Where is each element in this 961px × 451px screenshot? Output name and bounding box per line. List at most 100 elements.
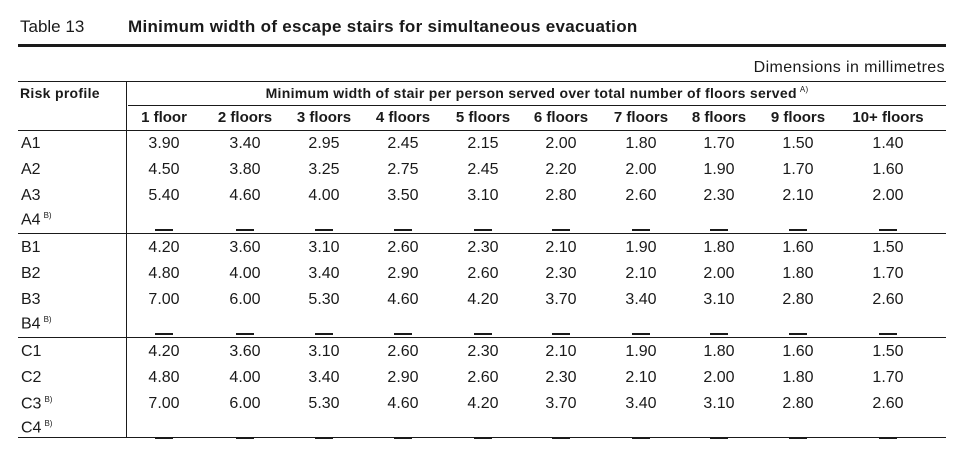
table-cell: 2.60 bbox=[467, 369, 499, 386]
table-cell: 3.10 bbox=[308, 239, 340, 256]
table-cell: 2.00 bbox=[703, 369, 735, 386]
row-label-text: C4 bbox=[21, 419, 42, 437]
table-cell: 3.40 bbox=[229, 135, 261, 152]
table-cell: 3.90 bbox=[148, 135, 180, 152]
column-header: 3 floors bbox=[296, 109, 352, 126]
row-label-text: A4 bbox=[21, 211, 41, 229]
table-cell: 2.00 bbox=[625, 161, 657, 178]
row-label: C4 B) bbox=[21, 419, 52, 437]
table-cell: 2.00 bbox=[545, 135, 577, 152]
dash-cell bbox=[552, 333, 570, 335]
table-title: Minimum width of escape stairs for simul… bbox=[128, 17, 638, 36]
table-cell: 2.80 bbox=[782, 291, 814, 308]
dash-cell bbox=[552, 437, 570, 439]
dash-cell bbox=[394, 333, 412, 335]
table-cell: 1.40 bbox=[872, 135, 904, 152]
table-cell: 4.80 bbox=[148, 369, 180, 386]
table-cell: 4.20 bbox=[148, 239, 180, 256]
table-cell: 1.60 bbox=[872, 161, 904, 178]
dash-cell bbox=[789, 229, 807, 231]
table-cell: 4.00 bbox=[229, 265, 261, 282]
dash-cell bbox=[710, 437, 728, 439]
dash-cell bbox=[789, 437, 807, 439]
column-header: 2 floors bbox=[217, 109, 273, 126]
table-cell: 7.00 bbox=[148, 395, 180, 412]
dash-cell bbox=[394, 437, 412, 439]
table-cell: 7.00 bbox=[148, 291, 180, 308]
table-cell: 2.15 bbox=[467, 135, 499, 152]
table-cell: 3.10 bbox=[467, 187, 499, 204]
row-label-text: A3 bbox=[21, 187, 41, 204]
table-cell: 2.30 bbox=[703, 187, 735, 204]
table-cell: 1.70 bbox=[782, 161, 814, 178]
risk-column-divider bbox=[126, 81, 127, 437]
dash-cell bbox=[879, 229, 897, 231]
table-cell: 2.10 bbox=[782, 187, 814, 204]
table-cell: 4.60 bbox=[229, 187, 261, 204]
row-label-text: B1 bbox=[21, 239, 41, 256]
table-cell: 2.30 bbox=[467, 343, 499, 360]
dash-cell bbox=[155, 333, 173, 335]
table-cell: 1.50 bbox=[872, 343, 904, 360]
table-cell: 2.95 bbox=[308, 135, 340, 152]
dash-cell bbox=[552, 229, 570, 231]
table-cell: 2.90 bbox=[387, 265, 419, 282]
row-label: C2 bbox=[21, 369, 41, 387]
table-cell: 4.00 bbox=[229, 369, 261, 386]
row-label-text: A1 bbox=[21, 135, 41, 152]
row-label-text: B3 bbox=[21, 291, 41, 308]
caption-rule bbox=[18, 44, 946, 47]
row-footnote-ref: B) bbox=[43, 315, 52, 324]
header-mid-rule bbox=[128, 105, 946, 106]
table-cell: 4.60 bbox=[387, 291, 419, 308]
column-header: 9 floors bbox=[770, 109, 826, 126]
table-cell: 5.30 bbox=[308, 291, 340, 308]
table-number: Table 13 bbox=[20, 17, 85, 36]
table-cell: 4.50 bbox=[148, 161, 180, 178]
column-header: 8 floors bbox=[691, 109, 747, 126]
column-header: 5 floors bbox=[455, 109, 511, 126]
row-label-text: B2 bbox=[21, 265, 41, 282]
row-footnote-ref: B) bbox=[43, 211, 52, 220]
risk-profile-header: Risk profile bbox=[20, 85, 100, 101]
table-caption: Table 13 Minimum width of escape stairs f… bbox=[20, 17, 638, 37]
table-cell: 1.80 bbox=[782, 369, 814, 386]
table-cell: 5.30 bbox=[308, 395, 340, 412]
table-cell: 2.00 bbox=[703, 265, 735, 282]
table-cell: 2.30 bbox=[545, 369, 577, 386]
table-cell: 1.90 bbox=[625, 343, 657, 360]
floors-span-header: Minimum width of stair per person served… bbox=[128, 85, 946, 101]
table-cell: 1.50 bbox=[872, 239, 904, 256]
table-cell: 2.10 bbox=[625, 265, 657, 282]
dash-cell bbox=[474, 437, 492, 439]
table-cell: 2.60 bbox=[387, 343, 419, 360]
table-cell: 4.20 bbox=[467, 291, 499, 308]
dimensions-note: Dimensions in millimetres bbox=[753, 59, 945, 76]
table-cell: 2.60 bbox=[387, 239, 419, 256]
table-cell: 3.70 bbox=[545, 291, 577, 308]
table-cell: 2.60 bbox=[872, 291, 904, 308]
table-cell: 2.80 bbox=[545, 187, 577, 204]
table-cell: 2.80 bbox=[782, 395, 814, 412]
table-cell: 1.60 bbox=[782, 343, 814, 360]
row-label: A1 bbox=[21, 135, 41, 153]
column-header: 1 floor bbox=[141, 109, 187, 126]
group-rule bbox=[18, 233, 946, 234]
table-cell: 1.80 bbox=[625, 135, 657, 152]
column-header: 10+ floors bbox=[852, 109, 924, 126]
dash-cell bbox=[155, 437, 173, 439]
table-cell: 3.60 bbox=[229, 343, 261, 360]
table-cell: 4.00 bbox=[308, 187, 340, 204]
dash-cell bbox=[315, 229, 333, 231]
table-cell: 1.80 bbox=[782, 265, 814, 282]
table-cell: 3.10 bbox=[703, 395, 735, 412]
dash-cell bbox=[879, 437, 897, 439]
table-cell: 2.90 bbox=[387, 369, 419, 386]
table-cell: 2.10 bbox=[545, 239, 577, 256]
group-rule bbox=[18, 337, 946, 338]
table-cell: 6.00 bbox=[229, 395, 261, 412]
column-header: 6 floors bbox=[533, 109, 589, 126]
table-cell: 3.25 bbox=[308, 161, 340, 178]
row-footnote-ref: B) bbox=[44, 419, 53, 428]
dash-cell bbox=[155, 229, 173, 231]
